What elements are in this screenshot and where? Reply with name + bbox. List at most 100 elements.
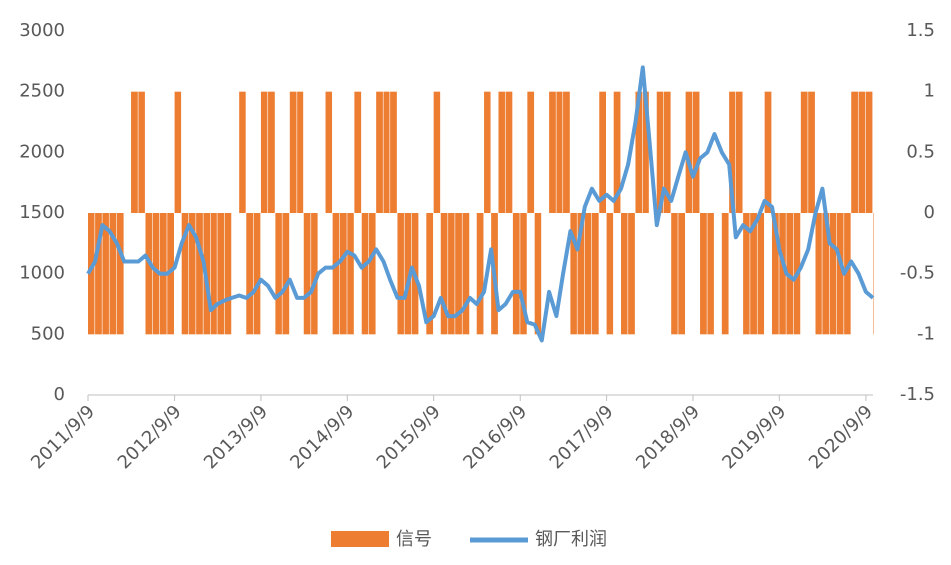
signal-bar [433,91,441,213]
signal-bar [397,213,404,335]
signal-bar [750,213,757,335]
legend-swatch [331,531,389,547]
y2-tick-label: 1.5 [906,20,935,41]
signal-bar [771,213,779,335]
signal-bar [729,91,736,213]
x-tick-label: 2011/9/9 [27,401,99,473]
x-tick-label: 2015/9/9 [373,401,445,473]
signal-bar [455,213,462,335]
signal-bar [303,213,311,335]
signal-bar [95,213,102,335]
signal-bar [599,91,607,213]
signal-bar [339,213,347,335]
signal-bar [815,213,822,335]
profit-line [86,65,875,343]
signal-bar [556,91,563,213]
signal-bar [534,213,542,335]
x-tick-label: 2014/9/9 [286,401,358,473]
signal-bar [116,213,124,335]
signal-bar [289,91,297,213]
signal-bar [297,91,304,213]
signal-bar [498,91,505,213]
y-tick-label: 500 [31,323,65,344]
signal-bar [606,213,614,335]
signal-bar [181,213,189,335]
signal-bar [311,213,318,335]
signal-bar [865,91,873,213]
signal-bar [520,213,527,335]
signal-bar [786,213,794,335]
signal-bar [685,91,693,213]
y2-tick-label: -1.5 [900,384,935,405]
signal-bar [621,213,628,335]
x-tick-label: 2019/9/9 [718,401,790,473]
signal-bar [167,213,174,335]
signal-bar [196,213,203,335]
y-tick-label: 3000 [19,20,65,41]
signal-bar [692,91,700,213]
signal-bar [873,213,874,335]
signal-bar [808,91,815,213]
signal-bar [246,213,254,335]
signal-bar [426,213,434,335]
signal-bar [462,213,470,335]
signal-bar [642,91,649,213]
signal-bar [570,213,577,335]
y2-tick-label: 0 [924,202,935,223]
signal-bar [268,91,275,213]
signal-bar [735,91,743,213]
signal-bar [800,91,808,213]
signal-bar [210,213,217,335]
signal-bar [368,213,376,335]
signal-bar [577,213,585,335]
signal-bar [858,91,866,213]
y2-tick-label: -1 [917,323,935,344]
y2-tick-label: 0.5 [906,141,935,162]
signal-bar [260,91,268,213]
signal-bar [484,91,491,213]
signal-bar [145,213,153,335]
signal-bar [678,213,686,335]
signal-bar [376,91,383,213]
signal-bar [563,91,570,213]
signal-bar [527,91,535,213]
signal-bar [700,213,707,335]
y2-tick-label: 1 [924,81,935,102]
signal-bar [390,91,397,213]
signal-bar [829,213,837,335]
signal-bar [656,91,664,213]
signal-bar [505,91,513,213]
signal-bar [476,213,484,335]
y-tick-label: 1000 [19,263,65,284]
signal-bar [613,91,621,213]
x-tick-label: 2016/9/9 [459,401,531,473]
signal-bar [549,91,556,213]
signal-bar [189,213,196,335]
signal-bar [440,213,448,335]
signal-bar [102,213,109,335]
signal-bar [325,91,333,213]
y-tick-label: 0 [54,384,65,405]
signal-bar [584,213,592,335]
legend-label: 钢厂利润 [535,529,607,550]
signal-bar [448,213,455,335]
signal-bar [628,213,635,335]
signal-bar [591,213,599,335]
signal-bar [217,213,225,335]
signal-bar [757,213,765,335]
signal-bar [253,213,261,335]
x-tick-label: 2012/9/9 [114,401,186,473]
signal-bar [721,213,729,335]
signal-bar [844,213,851,335]
signal-bar [88,213,95,335]
signal-bar [282,213,290,335]
signal-bar [707,213,714,335]
signal-bar [361,213,369,335]
signal-bar [332,213,340,335]
signal-bar [109,213,117,335]
signal-bar [275,213,282,335]
signal-bar [174,91,182,213]
signal-bar [152,213,160,335]
signal-bar [224,213,232,335]
